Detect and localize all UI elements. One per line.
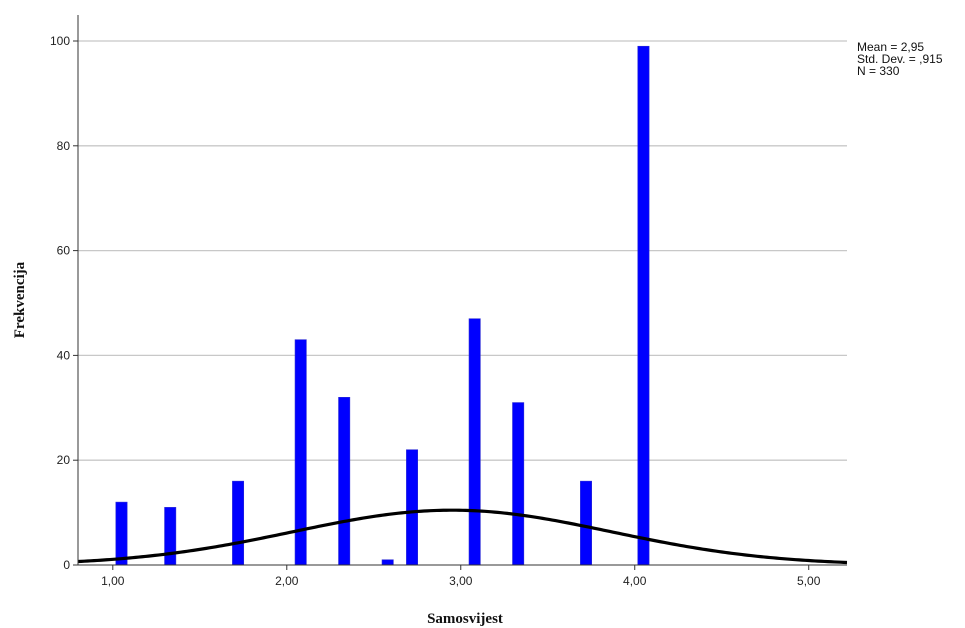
y-tick-label-0: 0: [63, 558, 70, 572]
grid-lines: [78, 40, 847, 461]
histogram-bar-6: [406, 449, 418, 566]
histogram-bar-7: [468, 318, 481, 566]
histogram-bars: [115, 45, 650, 566]
stats-n: N = 330: [857, 64, 900, 78]
histogram-bar-8: [512, 402, 525, 566]
y-tick-label-1: 20: [57, 453, 71, 467]
x-tick-label-1: 2,00: [275, 574, 299, 588]
histogram-bar-0: [115, 501, 128, 566]
y-axis-ticks: 0 20 40 60 80 100: [50, 34, 78, 572]
histogram-bar-2: [232, 480, 245, 566]
normal-curve: [77, 508, 848, 565]
y-tick-label-2: 40: [57, 348, 71, 362]
x-tick-label-0: 1,00: [101, 574, 125, 588]
histogram-bar-5: [381, 559, 394, 566]
x-tick-label-2: 3,00: [449, 574, 473, 588]
histogram-bar-1: [164, 507, 177, 566]
stats-legend: Mean = 2,95 Std. Dev. = ,915 N = 330: [857, 41, 943, 77]
axes: [77, 15, 847, 566]
stats-mean: Mean = 2,95: [857, 40, 925, 54]
x-tick-label-3: 4,00: [623, 574, 647, 588]
normal-curve-layer: [77, 508, 848, 565]
y-axis-title: Frekvencija: [12, 261, 28, 338]
x-axis-ticks: 1,00 2,00 3,00 4,00 5,00: [101, 565, 821, 588]
x-tick-label-4: 5,00: [797, 574, 821, 588]
x-axis-title: Samosvijest: [427, 611, 503, 627]
y-tick-label-5: 100: [50, 34, 70, 48]
y-tick-label-3: 60: [57, 244, 71, 258]
histogram-bar-9: [580, 480, 592, 566]
y-tick-label-4: 80: [57, 139, 71, 153]
histogram-bar-4: [338, 397, 351, 566]
histogram-bar-10: [637, 45, 650, 566]
stats-std-dev: Std. Dev. = ,915: [857, 52, 943, 66]
